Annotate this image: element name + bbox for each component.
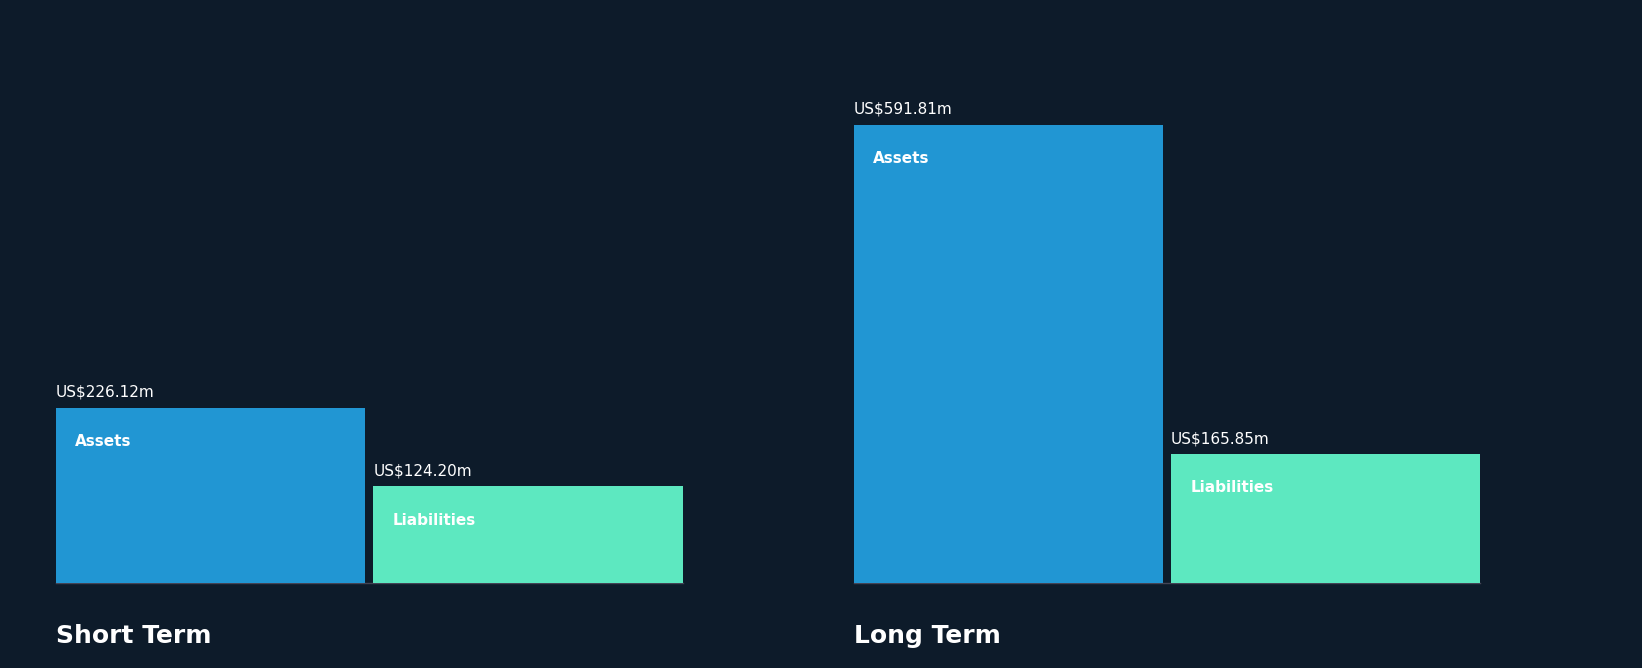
Text: Long Term: Long Term	[854, 624, 1000, 648]
Text: US$165.85m: US$165.85m	[1171, 432, 1269, 446]
Bar	[1171, 454, 1481, 582]
Text: Liabilities: Liabilities	[392, 512, 476, 528]
Text: Short Term: Short Term	[56, 624, 212, 648]
Text: US$591.81m: US$591.81m	[854, 102, 952, 117]
Text: US$226.12m: US$226.12m	[56, 385, 154, 399]
Bar	[373, 486, 683, 582]
Text: Assets: Assets	[874, 151, 929, 166]
Bar	[854, 125, 1163, 582]
Bar	[56, 407, 365, 582]
Text: US$124.20m: US$124.20m	[373, 464, 471, 478]
Text: Liabilities: Liabilities	[1190, 480, 1274, 496]
Text: Assets: Assets	[76, 434, 131, 449]
